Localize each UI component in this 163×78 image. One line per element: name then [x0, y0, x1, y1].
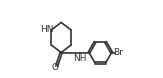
Text: O: O — [51, 63, 58, 72]
Text: NH: NH — [74, 54, 87, 63]
Text: HN: HN — [41, 25, 54, 34]
Text: Br: Br — [113, 48, 123, 57]
